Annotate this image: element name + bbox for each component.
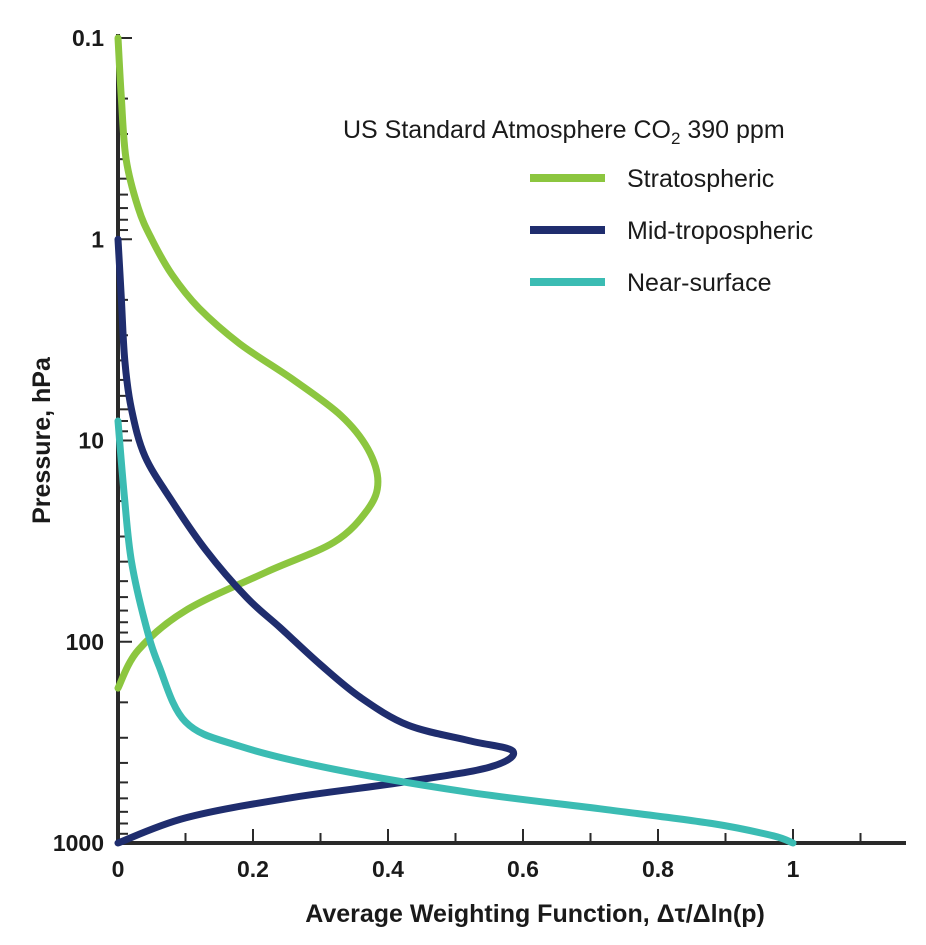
x-tick-label: 0.2 bbox=[237, 856, 269, 882]
y-tick-label: 100 bbox=[66, 629, 104, 655]
x-tick-label: 0.4 bbox=[372, 856, 404, 882]
series-line-mid-tropospheric bbox=[114, 235, 518, 847]
y-tick-label: 1000 bbox=[53, 830, 104, 856]
y-tick-label: 0.1 bbox=[72, 25, 104, 51]
x-tick-label: 0.8 bbox=[642, 856, 674, 882]
x-axis-label: Average Weighting Function, Δτ/Δln(p) bbox=[305, 900, 765, 928]
series-line-stratospheric bbox=[114, 34, 382, 692]
legend-label: Mid-tropospheric bbox=[627, 217, 813, 245]
x-tick-label: 0.6 bbox=[507, 856, 539, 882]
axes: 0.1 1 10 100 1000 0 0.2 0.4 0.6 0.8 1 Average Weigh… bbox=[28, 25, 906, 928]
series-lines bbox=[114, 34, 797, 847]
legend-label: Near-surface bbox=[627, 269, 772, 297]
legend: US Standard Atmosphere CO2 390 ppm Strato… bbox=[343, 116, 813, 297]
series-line-near-surface bbox=[114, 417, 797, 847]
legend-title: US Standard Atmosphere CO2 390 ppm bbox=[343, 116, 785, 148]
y-tick-label: 1 bbox=[91, 226, 104, 252]
y-tick-label: 10 bbox=[78, 428, 104, 454]
y-axis-label: Pressure, hPa bbox=[28, 356, 56, 524]
legend-label: Stratospheric bbox=[627, 165, 774, 193]
x-tick-label: 0 bbox=[112, 856, 125, 882]
x-tick-label: 1 bbox=[787, 856, 800, 882]
